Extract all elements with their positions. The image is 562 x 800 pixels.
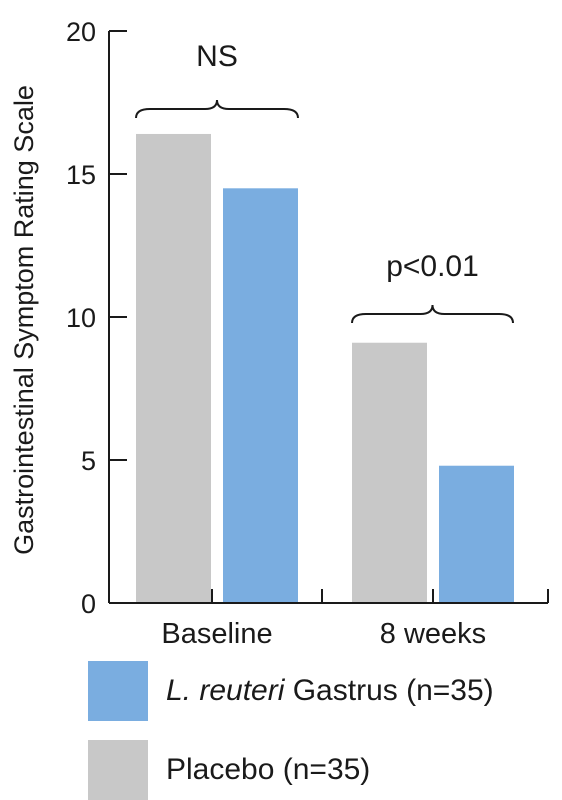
legend-swatch-l-reuteri [88,661,148,721]
significance-brace-1 [351,304,514,324]
legend-label-rest: Placebo (n=35) [166,753,371,786]
legend-swatch-placebo [88,740,148,800]
legend-label-rest: Gastrus (n=35) [284,674,494,707]
bars-layer [136,133,514,604]
y-tick-label-3: 15 [66,160,96,190]
bar-chart: Baseline 8 weeks 0 5 10 15 20 Gastrointestinal … [9,17,549,650]
legend-label-italic: L. reuteri [166,674,285,707]
y-axis-label: Gastrointestinal Symptom Rating Scale [9,85,39,555]
y-tick-label-1: 5 [81,446,96,476]
x-tick-label-0: Baseline [161,618,272,650]
significance-label-1: p<0.01 [386,250,479,283]
y-tick-label-2: 10 [66,303,96,333]
legend-item-placebo: Placebo (n=35) [88,740,370,800]
legend-label-l-reuteri: L. reuteri Gastrus (n=35) [166,674,494,708]
x-tick-label-1: 8 weeks [380,618,486,650]
annotations-layer: NS p<0.01 [135,40,514,324]
bar-l-reuteri-1 [439,465,514,603]
y-tick-label-4: 20 [66,17,96,47]
bar-placebo-1 [352,342,427,603]
significance-label-0: NS [196,40,238,73]
significance-brace-0 [135,99,299,119]
y-tick-label-0: 0 [81,589,96,619]
legend-label-placebo: Placebo (n=35) [166,753,370,787]
bar-placebo-0 [136,133,211,603]
axes-layer: Baseline 8 weeks 0 5 10 15 20 Gastrointestinal … [9,17,549,650]
bar-l-reuteri-0 [223,188,298,604]
legend-item-l-reuteri: L. reuteri Gastrus (n=35) [88,661,494,721]
